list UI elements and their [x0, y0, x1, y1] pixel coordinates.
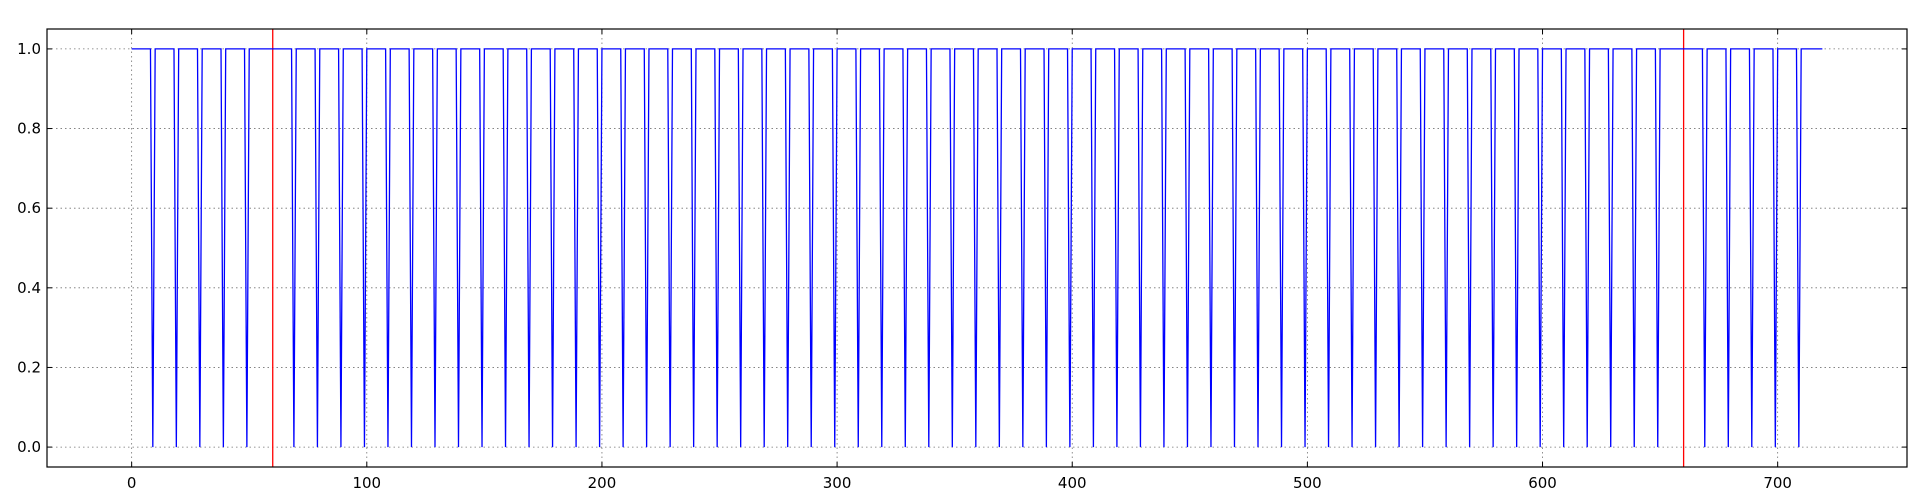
y-tick-label: 0.6	[17, 199, 41, 217]
vertical-lines-layer	[272, 29, 1685, 467]
x-tick-label: 400	[1058, 474, 1087, 492]
series-line	[131, 48, 1823, 448]
x-tick-label: 600	[1528, 474, 1557, 492]
x-tick-label: 200	[588, 474, 617, 492]
x-tick-labels: 0 100 200 300 400 500 600 700	[127, 474, 1792, 492]
x-tick-label: 700	[1763, 474, 1792, 492]
series-layer	[131, 48, 1823, 448]
x-tick-label: 0	[127, 474, 137, 492]
y-tick-label: 0.8	[17, 120, 41, 138]
x-tick-label: 300	[823, 474, 852, 492]
y-tick-label: 1.0	[17, 40, 41, 58]
x-tick-label: 500	[1293, 474, 1322, 492]
tick-layer	[47, 29, 1907, 467]
plot-frame	[46, 28, 1908, 468]
y-tick-labels: 0.0 0.2 0.4 0.6 0.8 1.0	[17, 40, 41, 456]
x-tick-label: 100	[352, 474, 381, 492]
y-tick-label: 0.4	[17, 279, 41, 297]
y-tick-label: 0.2	[17, 358, 41, 376]
y-tick-label: 0.0	[17, 438, 41, 456]
